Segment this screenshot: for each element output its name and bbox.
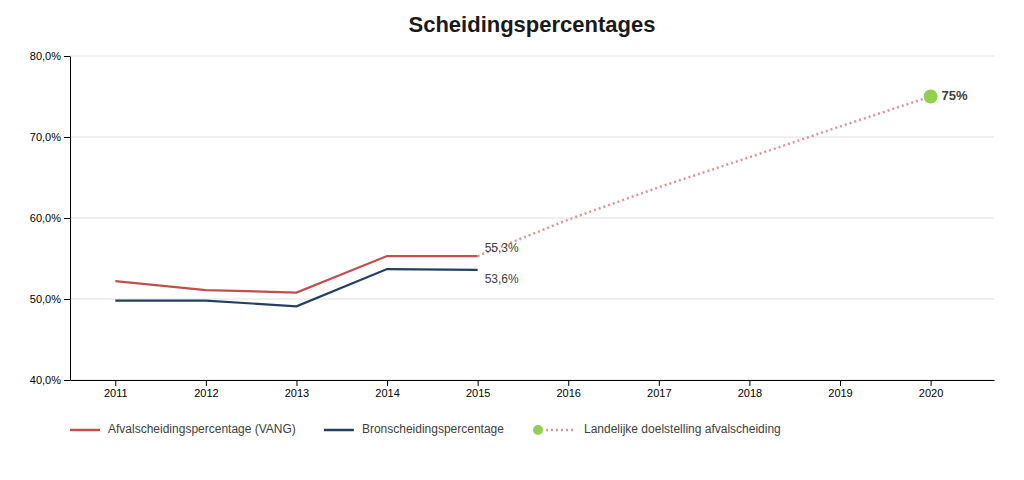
plot-area: [115, 90, 937, 307]
legend-swatch: [546, 429, 576, 432]
x-tick-mark: [568, 380, 569, 386]
annotations: 75% 55,3% 53,6%: [485, 88, 968, 286]
x-axis-line: [71, 380, 995, 381]
x-tick-mark: [749, 380, 750, 386]
series-line: [115, 256, 477, 292]
y-tick-mark: [64, 137, 70, 138]
goal-label: 75%: [942, 88, 968, 103]
y-tick: 80,0%: [30, 50, 70, 62]
x-axis: 2011 2012 2013 2014 2015 2016 2017 2018 2019 2020: [71, 380, 995, 399]
chart: 2011 2012 2013 2014 2015 2016 2017 2018 2019 2020…: [0, 0, 1024, 480]
grid-line: [70, 56, 994, 57]
legend-entry: Landelijke doelstelling afvalscheiding: [533, 422, 781, 436]
x-tick-label: 2018: [738, 387, 762, 399]
annotation: 53,6%: [485, 272, 519, 286]
x-tick-mark: [206, 380, 207, 386]
x-tick-label: 2020: [919, 387, 943, 399]
x-tick: 2013: [285, 380, 309, 399]
x-tick: 2018: [738, 380, 762, 399]
y-tick: 60,0%: [30, 212, 70, 224]
y-axis-line: [70, 57, 71, 381]
x-tick-mark: [931, 380, 932, 386]
grid: [70, 56, 994, 380]
legend-swatch: [70, 429, 100, 432]
legend-swatch: [324, 429, 354, 432]
y-tick-mark: [64, 218, 70, 219]
title: Scheidingspercentages: [409, 12, 656, 37]
y-tick-mark: [64, 299, 70, 300]
grid-line: [70, 299, 994, 300]
x-tick-mark: [478, 380, 479, 386]
x-tick-label: 2017: [647, 387, 671, 399]
legend-label: Landelijke doelstelling afvalscheiding: [584, 422, 781, 436]
x-tick-label: 2012: [194, 387, 218, 399]
legend: Afvalscheidingspercentage (VANG) Bronsche…: [70, 422, 781, 436]
y-tick: 40,0%: [30, 374, 70, 386]
x-tick-mark: [115, 380, 116, 386]
x-tick-mark: [296, 380, 297, 386]
y-tick-label: 40,0%: [30, 374, 61, 386]
legend-swatch: [533, 425, 543, 435]
y-tick: 50,0%: [30, 293, 70, 305]
legend-entry: Afvalscheidingspercentage (VANG): [70, 422, 296, 436]
y-axis: 40,0% 50,0% 60,0% 70,0% 80,0%: [30, 50, 71, 386]
grid-line: [70, 137, 994, 138]
x-tick-label: 2014: [375, 387, 399, 399]
y-tick-label: 80,0%: [30, 50, 61, 62]
grid-line: [70, 380, 994, 381]
y-tick-label: 60,0%: [30, 212, 61, 224]
y-tick-mark: [64, 56, 70, 57]
annotation: 55,3%: [485, 241, 519, 255]
x-tick-mark: [659, 380, 660, 386]
goal-marker: [924, 90, 938, 104]
y-tick-label: 70,0%: [30, 131, 61, 143]
x-tick-label: 2016: [556, 387, 580, 399]
legend-entry: Bronscheidingspercentage: [324, 422, 504, 436]
x-tick: 2020: [919, 380, 943, 399]
y-tick: 70,0%: [30, 131, 70, 143]
x-tick: 2011: [104, 380, 128, 399]
x-tick-label: 2019: [828, 387, 852, 399]
x-tick-label: 2015: [466, 387, 490, 399]
y-tick-mark: [64, 380, 70, 381]
x-tick: 2012: [194, 380, 218, 399]
x-tick-mark: [840, 380, 841, 386]
legend-label: Afvalscheidingspercentage (VANG): [108, 422, 296, 436]
series-line: [478, 97, 931, 257]
x-tick-label: 2011: [104, 387, 128, 399]
y-tick-label: 50,0%: [30, 293, 61, 305]
x-tick-label: 2013: [285, 387, 309, 399]
series-line: [115, 269, 477, 306]
x-tick: 2019: [828, 380, 852, 399]
x-tick: 2017: [647, 380, 671, 399]
x-tick: 2014: [375, 380, 399, 399]
legend-label: Bronscheidingspercentage: [362, 422, 504, 436]
grid-line: [70, 218, 994, 219]
x-tick: 2015: [466, 380, 490, 399]
x-tick-mark: [387, 380, 388, 386]
x-tick: 2016: [556, 380, 580, 399]
